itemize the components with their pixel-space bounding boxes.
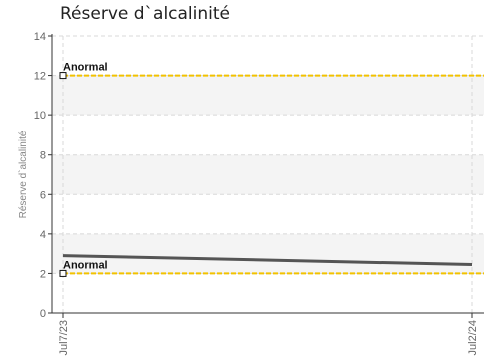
y-tick-label: 6 xyxy=(40,189,46,201)
axes xyxy=(51,34,484,314)
x-tick-label: Jul2/24 xyxy=(467,320,479,355)
series-line xyxy=(62,254,473,267)
series-lines xyxy=(62,254,473,267)
y-tick-label: 12 xyxy=(34,71,46,83)
y-tick-labels: 0 2 4 6 8 10 12 14 xyxy=(34,31,52,320)
y-tick-label: 2 xyxy=(40,268,46,280)
threshold-label: Anormal xyxy=(63,62,108,74)
plot-band xyxy=(52,154,484,195)
y-tick-label: 14 xyxy=(34,31,46,43)
x-tick-label: Jul7/23 xyxy=(58,320,70,355)
plot-band xyxy=(52,75,484,116)
chart-title: Réserve d`alcalinité xyxy=(60,4,230,24)
y-tick-label: 8 xyxy=(40,150,46,162)
threshold-marker xyxy=(59,269,67,277)
y-tick-label: 0 xyxy=(40,308,46,320)
plot-bands xyxy=(52,75,484,274)
threshold-label: Anormal xyxy=(63,259,108,271)
threshold-lines: Anormal Anormal xyxy=(59,62,484,277)
y-tick-label: 4 xyxy=(40,229,46,241)
y-axis-label: Réserve d`alcalinité xyxy=(17,130,29,218)
y-tick-label: 10 xyxy=(34,110,46,122)
plot-band xyxy=(52,233,484,274)
x-tick-labels: Jul7/23 Jul2/24 xyxy=(58,313,479,355)
threshold-marker xyxy=(59,72,67,80)
